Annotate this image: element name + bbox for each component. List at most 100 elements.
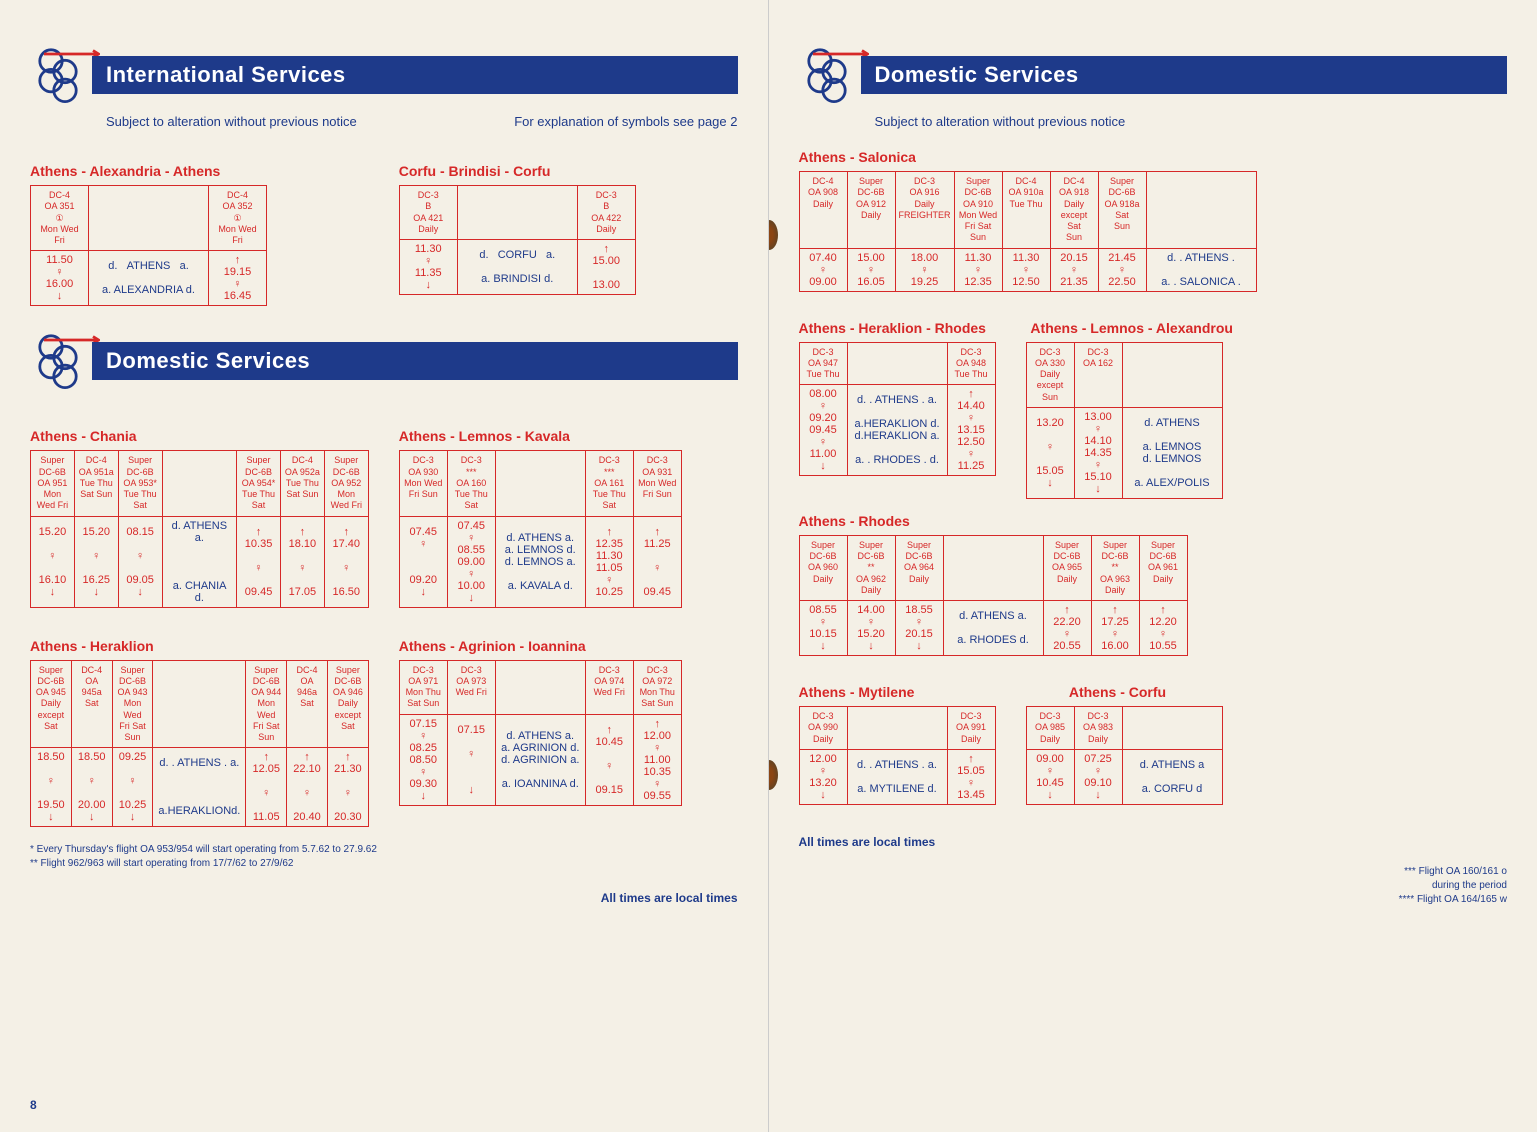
cell: 09.00♀10.45↓	[1026, 749, 1074, 804]
c: ATHENS	[1156, 417, 1200, 429]
c: CORFU	[1154, 783, 1193, 795]
th: Super DC-6B ** OA 962 Daily	[847, 535, 895, 600]
page-right: Domestic Services Subject to alteration …	[769, 0, 1537, 1132]
t: 15.10	[1084, 471, 1112, 483]
t: 11.00	[644, 754, 671, 766]
col-left: DC-3 OA 990 Daily DC-3 OA 991 Daily 12.0…	[799, 706, 996, 805]
th: Super DC-6B OA 943 Mon Wed Fri Sat Sun	[112, 660, 153, 748]
t: 10.35	[245, 538, 273, 550]
th: Super DC-6B OA 952 Mon Wed Fri	[324, 451, 368, 516]
c: ATHENS	[971, 610, 1015, 622]
c: ALEXANDRIA	[114, 284, 183, 296]
t: 07.25	[1084, 753, 1112, 765]
col-right: Corfu - Brindisi - Corfu DC-3 B OA 421 D…	[399, 149, 738, 295]
cell: 08.55♀10.15↓	[799, 601, 847, 656]
t: 18.50	[78, 751, 106, 763]
route-title-salonica: Athens - Salonica	[799, 149, 1508, 165]
t: 09.55	[643, 790, 671, 802]
t: 15.00	[857, 252, 885, 264]
olympic-rings-icon	[30, 326, 100, 396]
th: Super DC-6B OA 945 Daily except Sat	[31, 660, 72, 748]
cell: ↑12.20♀10.55	[1139, 601, 1187, 656]
olympic-rings-icon	[799, 40, 869, 110]
th: DC-3 OA 162	[1074, 342, 1122, 407]
timetable-mytilene: DC-3 OA 990 Daily DC-3 OA 991 Daily 12.0…	[799, 706, 996, 805]
th: DC-3 OA 991 Daily	[947, 707, 995, 750]
th: Super DC-6B OA 964 Daily	[895, 535, 943, 600]
t: 09.25	[119, 751, 147, 763]
c: KAVALA	[520, 580, 561, 592]
t: 14.40	[957, 400, 985, 412]
route-title-lemnos-alex: Athens - Lemnos - Alexandrou	[1030, 320, 1233, 336]
t: 09.30	[409, 778, 437, 790]
t: 10.00	[457, 580, 485, 592]
t: 15.00	[592, 255, 620, 267]
cell: ↑22.20♀20.55	[1043, 601, 1091, 656]
t: 16.10	[39, 574, 67, 586]
t: 16.00	[46, 278, 74, 290]
t: 09.15	[595, 784, 623, 796]
cities: d. ATHENS a.a. RHODES d.	[943, 601, 1043, 656]
th-ret: DC-3 B OA 422 Daily	[577, 186, 635, 240]
row-myt-corfu: DC-3 OA 990 Daily DC-3 OA 991 Daily 12.0…	[799, 706, 1508, 805]
t: 14.35	[1084, 447, 1112, 459]
c: ATHENS	[1185, 252, 1229, 264]
cell: 07.45♀09.20↓	[399, 516, 447, 607]
c: CHANIA	[185, 580, 226, 592]
c: SALONICA	[1180, 276, 1235, 288]
c: RHODES	[873, 454, 920, 466]
th-cities	[495, 451, 585, 516]
cell: 07.15♀08.2508.50♀09.30↓	[399, 714, 447, 805]
cities: d. ATHENS a.a. ALEXANDRIA d.	[89, 251, 209, 306]
t: 16.45	[224, 290, 252, 302]
cell: 21.45♀22.50	[1098, 248, 1146, 291]
cities: d. ATHENSa. LEMNOSd. LEMNOSa. ALEX/POLIS	[1122, 407, 1222, 498]
cities: d. ATHENS a.a. LEMNOS d.d. LEMNOS a.a. K…	[495, 516, 585, 607]
cell: 13.00♀14.1014.35♀15.10↓	[1074, 407, 1122, 498]
c: HERAKLION	[168, 805, 232, 817]
th: Super DC-6B OA 953* Tue Thu Sat	[118, 451, 162, 516]
timetable-lemnos-alex: DC-3 OA 330 Daily except Sun DC-3 OA 162…	[1026, 342, 1223, 499]
t: 20.30	[334, 811, 362, 823]
th-cities	[847, 707, 947, 750]
t: 11.35	[415, 267, 442, 279]
cell: ↑12.00♀11.0010.35♀09.55	[633, 714, 681, 805]
intl-subtext: Subject to alteration without previous n…	[106, 114, 738, 129]
cell: 18.55♀20.15↓	[895, 601, 943, 656]
route-title-corfu: Corfu - Brindisi - Corfu	[399, 163, 738, 179]
t: 09.20	[809, 412, 837, 424]
t: 18.00	[911, 252, 939, 264]
t: 11.30	[596, 550, 623, 562]
c: ATHENS	[518, 532, 562, 544]
footer-right: All times are local times	[799, 835, 1508, 849]
t: 20.40	[293, 811, 321, 823]
t: 11.30	[965, 252, 992, 264]
route-title-chania: Athens - Chania	[30, 428, 369, 444]
route-title-heraklion: Athens - Heraklion	[30, 638, 369, 654]
th: DC-4 OA 918 Daily except Sat Sun	[1050, 172, 1098, 249]
footnotes-right: *** Flight OA 160/161 o during the perio…	[799, 865, 1508, 907]
fn1: * Every Thursday's flight OA 953/954 wil…	[30, 843, 738, 857]
t: 20.15	[1060, 252, 1088, 264]
cell: 07.40♀09.00	[799, 248, 847, 291]
th-cities	[89, 186, 209, 251]
cities: d. . ATHENS .a. . SALONICA .	[1146, 248, 1256, 291]
c: HERAKLION	[864, 430, 928, 442]
cell: ↑14.40♀13.1512.50♀11.25	[947, 385, 995, 476]
cell: ↑12.05♀11.05	[246, 748, 287, 827]
th: DC-4 OA 952a Tue Thu Sat Sun	[280, 451, 324, 516]
col-right: Athens - Lemnos - Kavala DC-3 OA 930 Mon…	[399, 414, 738, 607]
t: 15.20	[39, 526, 67, 538]
t: 15.05	[957, 765, 985, 777]
th: DC-3 OA 972 Mon Thu Sat Sun	[633, 660, 681, 714]
binding-hole-icon	[769, 220, 778, 250]
dom-services-heading: Domestic Services	[861, 56, 1508, 94]
th-cities	[457, 186, 577, 240]
olympic-rings-icon	[30, 40, 100, 110]
th-cities	[162, 451, 237, 516]
intl-services-heading: International Services	[92, 56, 738, 94]
c: IOANNINA	[514, 778, 567, 790]
cell: 18.50♀20.00↓	[71, 748, 112, 827]
t: 11.25	[958, 460, 985, 472]
cell: ↑17.25♀16.00	[1091, 601, 1139, 656]
